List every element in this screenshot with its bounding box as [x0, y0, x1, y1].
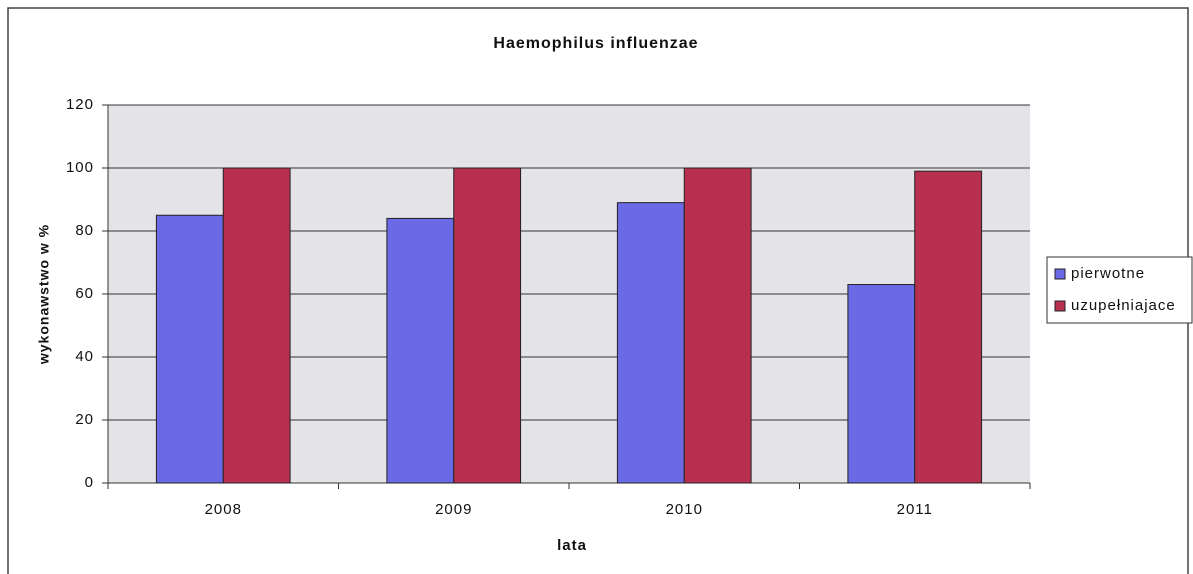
legend-label: pierwotne — [1071, 265, 1145, 282]
bar — [155, 214, 224, 484]
bar — [386, 217, 455, 484]
bar — [616, 202, 685, 484]
x-tick-label: 2009 — [435, 501, 472, 518]
bar — [453, 167, 522, 484]
y-tick-label: 40 — [75, 348, 94, 365]
y-tick-label: 120 — [66, 96, 94, 113]
x-axis-label: lata — [557, 537, 587, 554]
legend-label: uzupełniajace — [1071, 297, 1176, 314]
chart-title: Haemophilus influenzae — [493, 35, 698, 52]
bar — [222, 167, 291, 484]
bar — [683, 167, 752, 484]
x-tick-label: 2010 — [666, 501, 703, 518]
x-tick-label: 2011 — [897, 501, 933, 518]
bar — [914, 170, 983, 484]
legend-swatch — [1054, 300, 1066, 312]
legend-box — [1046, 256, 1193, 324]
y-tick-label: 80 — [75, 222, 94, 239]
x-tick-label: 2008 — [205, 501, 242, 518]
y-axis-label: wykonawstwo w % — [36, 224, 52, 365]
bar — [847, 284, 916, 484]
y-tick-label: 100 — [66, 159, 94, 176]
y-tick-label: 60 — [75, 285, 94, 302]
y-tick-label: 0 — [85, 474, 94, 491]
legend-swatch — [1054, 268, 1066, 280]
y-tick-label: 20 — [75, 411, 94, 428]
